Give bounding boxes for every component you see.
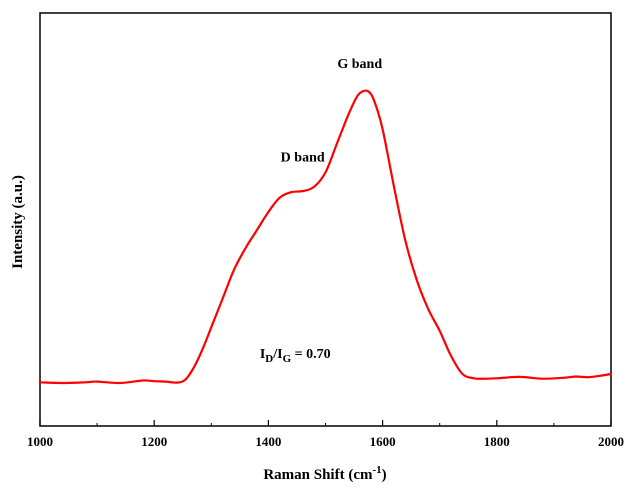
y-axis-title: Intensity (a.u.): [10, 175, 26, 269]
x-tick-label: 2000: [598, 434, 624, 449]
spectrum-line: [38, 89, 613, 385]
band-label: D band: [281, 151, 325, 166]
x-tick-label: 1600: [370, 434, 396, 449]
x-tick-label: 1200: [141, 434, 167, 449]
id-ig-ratio-annotation: ID/IG = 0.70: [260, 347, 331, 365]
band-label: G band: [337, 57, 382, 72]
plot-frame: [39, 12, 612, 427]
x-tick-label: 1400: [255, 434, 281, 449]
x-axis-title: Raman Shift (cm-1): [263, 464, 386, 483]
x-ticks: [39, 420, 612, 426]
x-tick-labels: 1000 1200 1400 1600 1800 2000: [27, 434, 624, 449]
band-annotations: D band G band: [281, 57, 383, 166]
x-tick-label: 1000: [27, 434, 53, 449]
x-tick-label: 1800: [484, 434, 510, 449]
